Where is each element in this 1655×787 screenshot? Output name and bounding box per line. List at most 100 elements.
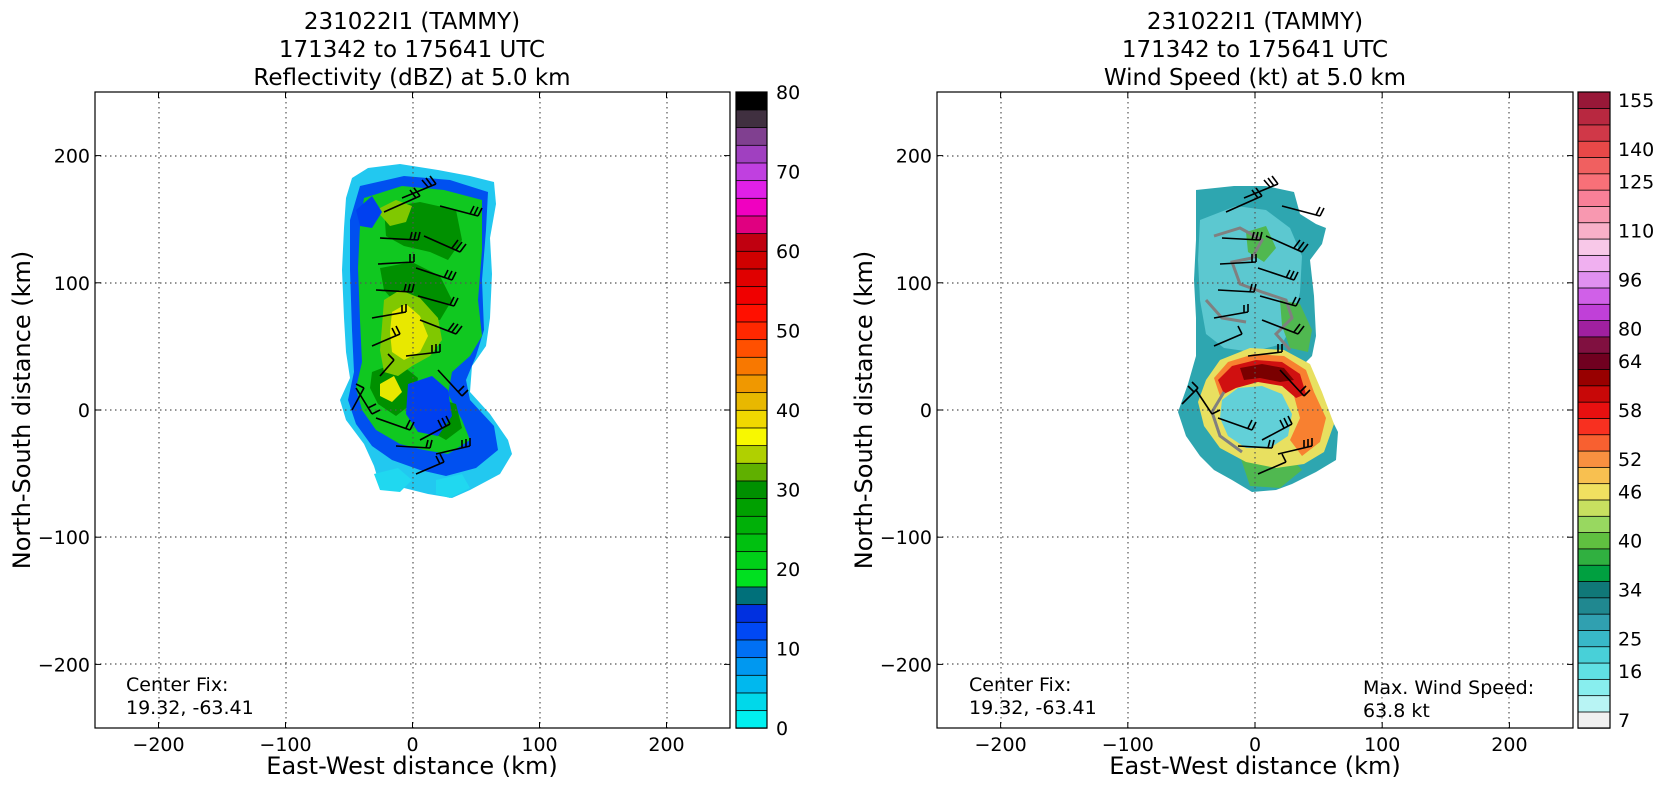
colorbar-segment: [1577, 711, 1611, 729]
wind-barb: [1213, 304, 1249, 319]
x-tick-label: −200: [132, 734, 184, 756]
colorbar-tick-label: 125: [1618, 172, 1654, 194]
y-tick-label: 100: [896, 273, 932, 295]
colorbar-segment: [735, 656, 768, 676]
colorbar-segment: [735, 515, 768, 535]
colorbar-segment: [735, 215, 768, 235]
wind-barb: [1195, 389, 1221, 415]
colorbar-segment: [1577, 499, 1611, 517]
colorbar-segment: [735, 91, 768, 111]
colorbar-segment: [1577, 646, 1611, 664]
reflectivity-gridlines: [95, 92, 730, 728]
wind-barb: [355, 387, 381, 415]
colorbar-tick-label: 60: [776, 241, 800, 263]
max-wind-speed-value: 63.8 kt: [1363, 700, 1430, 722]
wind-speed-gridlines: [937, 92, 1573, 728]
wind-barb: [377, 254, 415, 265]
x-tick-label: 100: [521, 734, 557, 756]
wind-speed-title-line-3: Wind Speed (kt) at 5.0 km: [1104, 65, 1406, 91]
colorbar-segment: [1577, 417, 1611, 436]
colorbar-segment: [1577, 254, 1611, 273]
wind-barb: [395, 439, 433, 449]
colorbar-frame: [735, 91, 768, 729]
wind-barb: [351, 383, 365, 411]
y-tick-label: −100: [880, 527, 932, 549]
y-tick-label: 200: [54, 146, 90, 168]
colorbar-segment: [1577, 629, 1611, 648]
wind-barb: [419, 319, 463, 335]
wind-speed-title: 231022I1 (TAMMY) 171342 to 175641 UTC Wi…: [1104, 9, 1406, 91]
colorbar-segment: [1577, 613, 1611, 631]
colorbar-segment: [735, 374, 768, 394]
colorbar-segment: [735, 144, 768, 164]
colorbar-tick-label: 64: [1618, 351, 1642, 373]
colorbar-tick-label: 40: [776, 400, 800, 422]
colorbar-segment: [735, 550, 768, 570]
wind-barb: [1261, 319, 1305, 335]
colorbar-tick-label: 110: [1618, 221, 1654, 243]
colorbar-segment: [1577, 140, 1611, 158]
y-tick-label: −200: [880, 654, 932, 676]
colorbar-tick-label: 40: [1618, 530, 1642, 552]
colorbar-tick-label: 34: [1618, 579, 1642, 601]
colorbar-segment: [1577, 336, 1611, 354]
y-tick-label: 100: [54, 273, 90, 295]
colorbar-segment: [1577, 434, 1611, 452]
colorbar-tick-label: 140: [1618, 139, 1654, 161]
wind-barb: [1259, 295, 1301, 307]
reflectivity-wind-barbs: [351, 175, 483, 475]
colorbar-segment: [1577, 205, 1611, 224]
wind-barb: [371, 304, 407, 319]
wind-barb: [1219, 254, 1257, 265]
wind-barb: [437, 369, 469, 397]
colorbar-segment: [1577, 173, 1611, 191]
wind-barb: [439, 205, 483, 217]
wind-barb: [1257, 453, 1287, 475]
colorbar-segment: [735, 621, 768, 641]
colorbar-segment: [1577, 385, 1611, 403]
colorbar-segment: [1577, 189, 1611, 207]
x-tick-label: −200: [975, 734, 1027, 756]
colorbar-segment: [735, 709, 768, 729]
wind-barb: [371, 325, 401, 347]
wind-speed-panel: 231022I1 (TAMMY) 171342 to 175641 UTC Wi…: [850, 9, 1654, 780]
reflectivity-center-fix-label: Center Fix:: [126, 674, 228, 696]
wind-barb: [1281, 205, 1325, 217]
x-tick-label: 0: [406, 734, 418, 756]
wind-barb: [435, 438, 471, 455]
colorbar-segment: [1577, 124, 1611, 142]
colorbar-segment: [1577, 401, 1611, 419]
colorbar-segment: [735, 250, 768, 270]
wind-field-dark-red-core: [1240, 364, 1294, 382]
wind-speed-title-line-2: 171342 to 175641 UTC: [1122, 37, 1388, 63]
reflectivity-title: 231022I1 (TAMMY) 171342 to 175641 UTC Re…: [253, 9, 570, 91]
wind-barb: [375, 283, 415, 293]
colorbar-tick-label: 96: [1618, 270, 1642, 292]
reflectivity-title-line-3: Reflectivity (dBZ) at 5.0 km: [253, 65, 570, 91]
colorbar-tick-label: 155: [1618, 90, 1654, 112]
colorbar-segment: [1577, 482, 1611, 501]
wind-speed-center-fix-value: 19.32, -63.41: [969, 697, 1097, 719]
colorbar-segment: [1577, 450, 1611, 468]
colorbar-tick-label: 70: [776, 162, 800, 184]
colorbar-segment: [735, 303, 768, 323]
wind-speed-field: [1178, 186, 1338, 492]
wind-barb: [1261, 415, 1293, 441]
colorbar-segment: [1577, 352, 1611, 370]
wind-barb: [415, 453, 445, 475]
colorbar-segment: [1577, 466, 1611, 485]
reflectivity-colorbar-labels: 0 10 20 30 40 50 60 70 80: [776, 82, 800, 740]
colorbar-segment: [735, 497, 768, 517]
colorbar-segment: [735, 126, 768, 146]
colorbar-segment: [735, 533, 768, 553]
reflectivity-title-line-2: 171342 to 175641 UTC: [279, 37, 545, 63]
wind-barb: [1217, 283, 1257, 293]
colorbar-segment: [735, 162, 768, 182]
max-wind-speed-label: Max. Wind Speed:: [1363, 677, 1534, 699]
wind-barb: [1225, 187, 1263, 213]
y-tick-label: −200: [38, 654, 90, 676]
colorbar-segment: [735, 568, 768, 588]
colorbar-segment: [1577, 222, 1611, 240]
reflectivity-colorbar: [735, 91, 768, 729]
colorbar-segment: [735, 409, 768, 429]
